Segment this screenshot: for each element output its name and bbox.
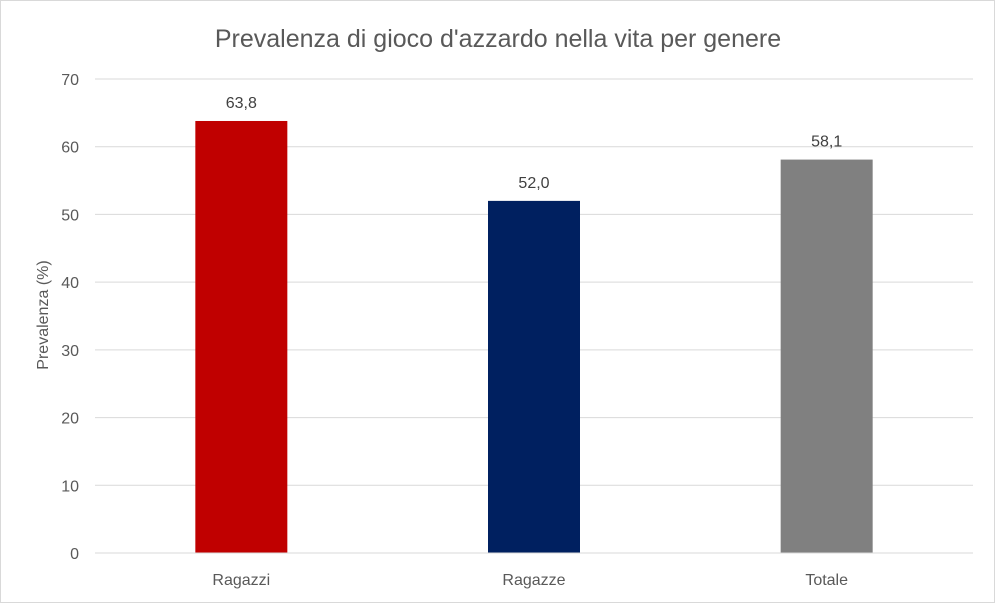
- y-axis-ticks: 0 10 20 30 40 50 60 70: [61, 72, 79, 563]
- data-labels: 63,8 52,0 58,1: [226, 95, 843, 192]
- y-tick-label: 0: [70, 546, 79, 563]
- bars: [195, 120, 873, 554]
- bar-ragazze: [488, 200, 580, 553]
- y-tick-label: 60: [61, 140, 79, 157]
- y-tick-label: 70: [61, 72, 79, 89]
- x-axis-ticks: Ragazzi Ragazze Totale: [212, 572, 848, 589]
- x-tick-label-ragazze: Ragazze: [502, 572, 565, 589]
- x-tick-label-ragazzi: Ragazzi: [212, 572, 270, 589]
- chart-title: Prevalenza di gioco d'azzardo nella vita…: [215, 25, 781, 53]
- y-tick-label: 40: [61, 275, 79, 292]
- y-tick-label: 50: [61, 207, 79, 224]
- y-axis-title: Prevalenza (%): [35, 260, 52, 369]
- bar-ragazzi: [195, 120, 288, 554]
- data-label-totale: 58,1: [811, 134, 842, 151]
- x-tick-label-totale: Totale: [805, 572, 848, 589]
- y-tick-label: 10: [61, 478, 79, 495]
- bar-totale: [780, 159, 873, 553]
- data-label-ragazzi: 63,8: [226, 95, 257, 112]
- data-label-ragazze: 52,0: [518, 175, 549, 192]
- y-tick-label: 20: [61, 411, 79, 428]
- y-tick-label: 30: [61, 343, 79, 360]
